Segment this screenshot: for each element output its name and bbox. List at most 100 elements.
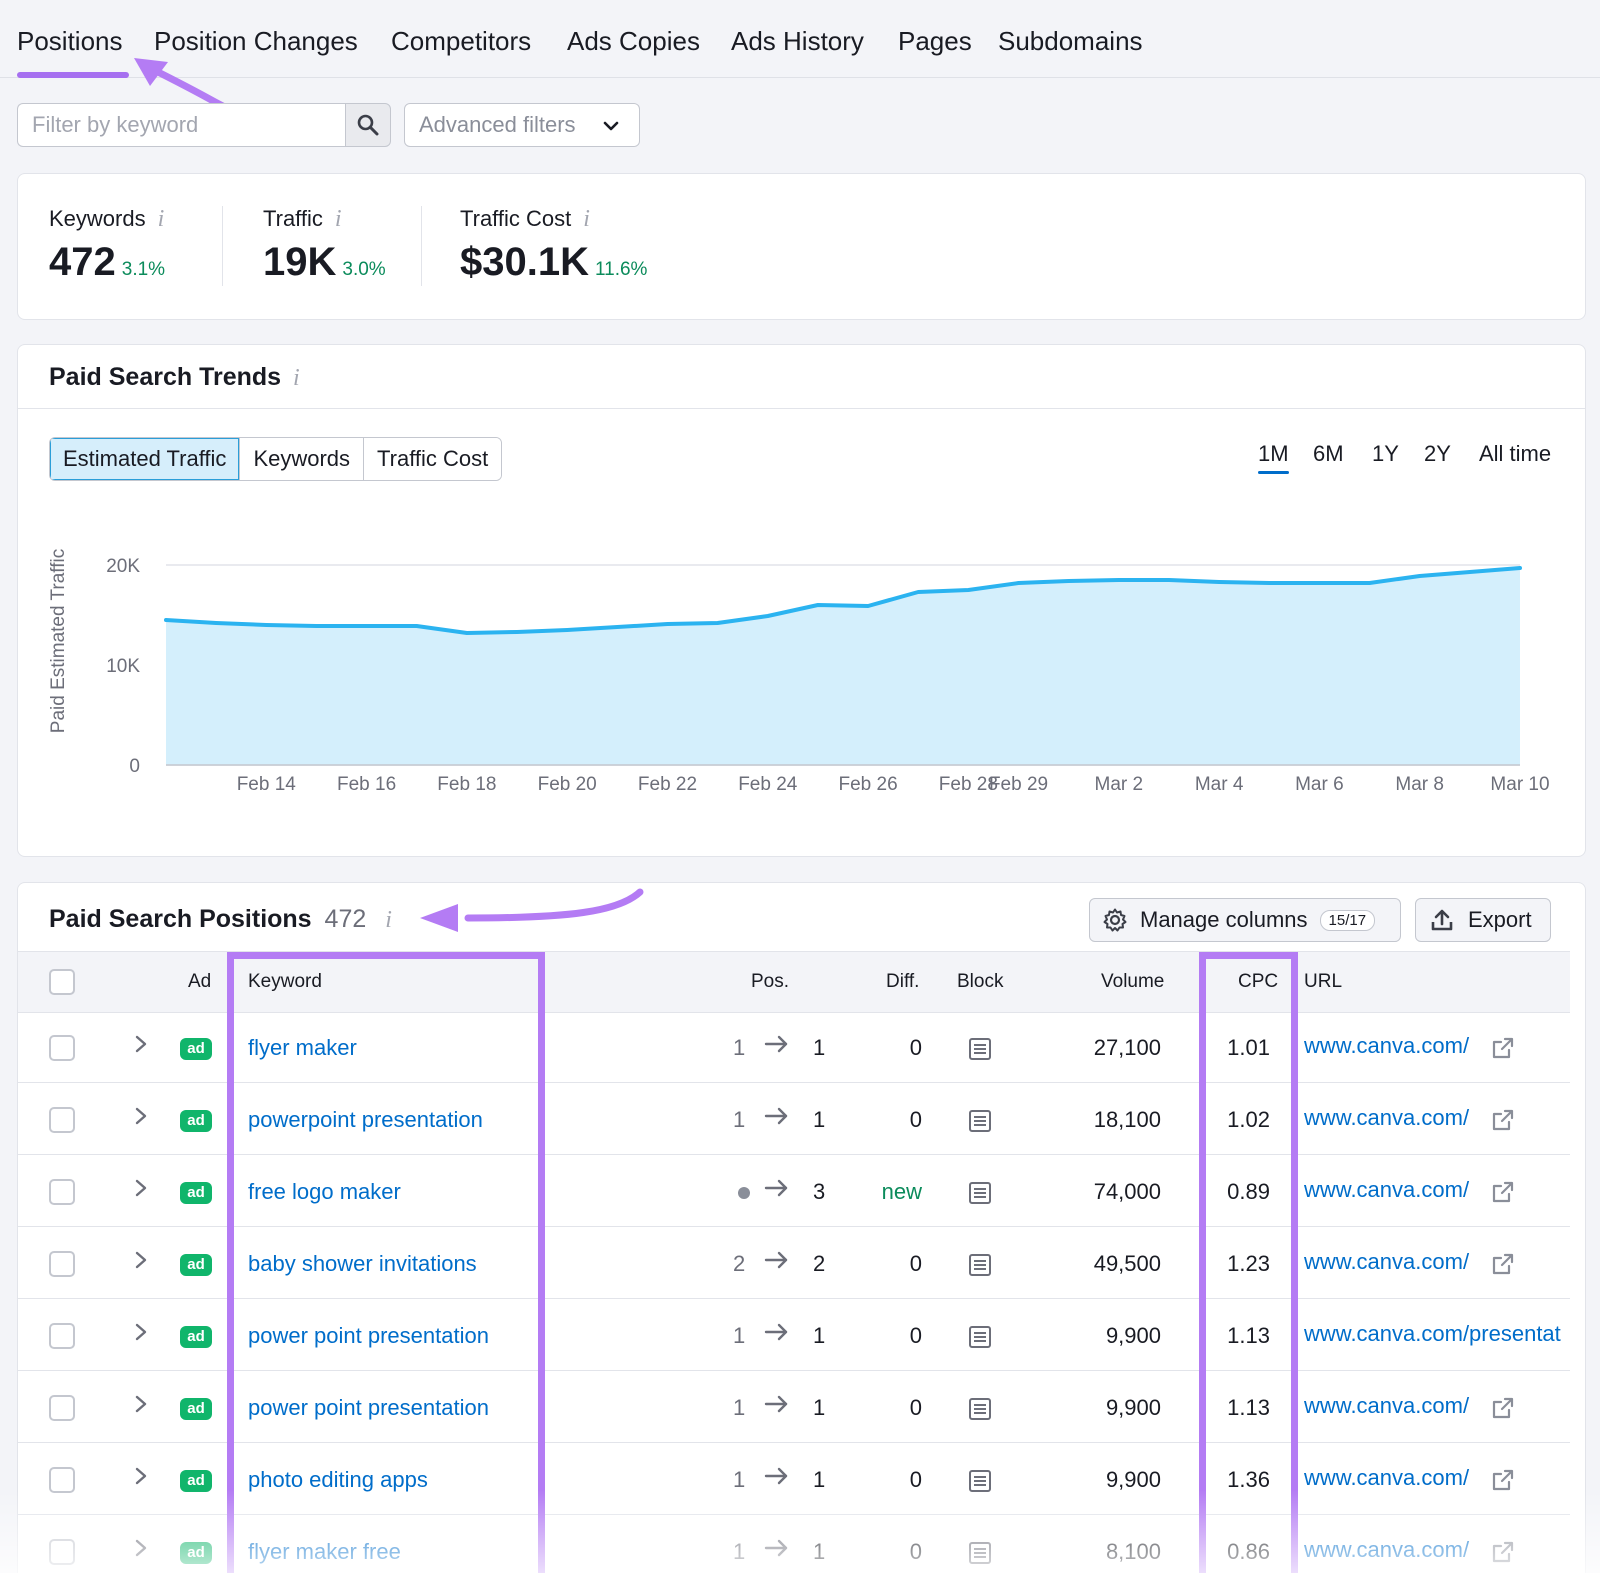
serp-block-icon[interactable] bbox=[968, 1397, 992, 1421]
keyword-link[interactable]: powerpoint presentation bbox=[248, 1107, 483, 1132]
col-cpc[interactable]: CPC bbox=[1238, 971, 1279, 992]
range-1y[interactable]: 1Y bbox=[1372, 441, 1399, 466]
kpi-divider bbox=[222, 206, 223, 286]
external-link-icon[interactable] bbox=[1491, 1468, 1515, 1492]
external-link-icon[interactable] bbox=[1491, 1180, 1515, 1204]
serp-block-icon[interactable] bbox=[968, 1109, 992, 1133]
external-link-icon[interactable] bbox=[1491, 1396, 1515, 1420]
info-icon[interactable]: i bbox=[157, 206, 165, 232]
url-link[interactable]: www.canva.com/ bbox=[1304, 1249, 1470, 1274]
col-diff[interactable]: Diff. bbox=[886, 971, 920, 992]
expand-row-icon[interactable] bbox=[134, 1537, 148, 1563]
trends-divider bbox=[18, 408, 1585, 409]
tab-positions[interactable]: Positions bbox=[17, 26, 123, 56]
serp-block-icon[interactable] bbox=[968, 1181, 992, 1205]
tab-pages[interactable]: Pages bbox=[898, 26, 972, 56]
external-link-icon[interactable] bbox=[1491, 1036, 1515, 1060]
serp-block-icon[interactable] bbox=[968, 1253, 992, 1277]
external-link-icon[interactable] bbox=[1491, 1540, 1515, 1564]
summary-card: Keywords i 472 3.1% Traffic i 19K 3.0% Traff… bbox=[17, 173, 1586, 320]
keyword-link[interactable]: power point presentation bbox=[248, 1323, 489, 1348]
expand-row-icon[interactable] bbox=[134, 1393, 148, 1419]
search-button[interactable] bbox=[345, 103, 391, 147]
serp-block-icon[interactable] bbox=[968, 1325, 992, 1349]
advanced-filters-dropdown[interactable]: Advanced filters bbox=[404, 103, 640, 147]
url-link[interactable]: www.canva.com/ bbox=[1304, 1393, 1470, 1418]
keyword-link[interactable]: power point presentation bbox=[248, 1395, 489, 1420]
range-2y[interactable]: 2Y bbox=[1424, 441, 1451, 466]
info-icon[interactable]: i bbox=[385, 907, 392, 933]
keyword-filter-input[interactable] bbox=[17, 103, 345, 147]
range-1m[interactable]: 1M bbox=[1258, 441, 1289, 466]
x-tick-label: Mar 10 bbox=[1490, 774, 1549, 795]
serp-block-icon[interactable] bbox=[968, 1469, 992, 1493]
upload-icon bbox=[1431, 909, 1453, 931]
arrow-right-icon bbox=[764, 1105, 790, 1133]
expand-row-icon[interactable] bbox=[134, 1105, 148, 1131]
kpi-traffic-value[interactable]: 19K 3.0% bbox=[263, 240, 386, 284]
col-volume[interactable]: Volume bbox=[1101, 971, 1165, 992]
tab-ads-copies[interactable]: Ads Copies bbox=[567, 26, 700, 56]
table-row: ad baby shower invitations 2 2 0 49,500 1.23 ww… bbox=[18, 1229, 1570, 1299]
expand-row-icon[interactable] bbox=[134, 1033, 148, 1059]
metric-estimated-traffic[interactable]: Estimated Traffic bbox=[50, 438, 241, 480]
row-checkbox[interactable] bbox=[49, 1467, 75, 1493]
kpi-keywords-value[interactable]: 472 3.1% bbox=[49, 240, 166, 284]
expand-row-icon[interactable] bbox=[134, 1465, 148, 1491]
keyword-link[interactable]: photo editing apps bbox=[248, 1467, 428, 1492]
url-link[interactable]: www.canva.com/ bbox=[1304, 1465, 1470, 1490]
metric-keywords[interactable]: Keywords bbox=[240, 438, 365, 480]
ad-badge: ad bbox=[180, 1470, 212, 1492]
keyword-link[interactable]: free logo maker bbox=[248, 1179, 401, 1204]
ad-badge: ad bbox=[180, 1254, 212, 1276]
info-icon[interactable]: i bbox=[334, 206, 342, 232]
tab-competitors[interactable]: Competitors bbox=[391, 26, 532, 56]
col-ad[interactable]: Ad bbox=[188, 971, 212, 992]
info-icon[interactable]: i bbox=[583, 206, 590, 232]
expand-row-icon[interactable] bbox=[134, 1249, 148, 1275]
row-checkbox[interactable] bbox=[49, 1251, 75, 1277]
row-checkbox[interactable] bbox=[49, 1395, 75, 1421]
metric-traffic-cost[interactable]: Traffic Cost bbox=[364, 438, 502, 480]
range-all-time[interactable]: All time bbox=[1479, 441, 1552, 466]
x-tick-label: Feb 29 bbox=[989, 774, 1048, 795]
expand-row-icon[interactable] bbox=[134, 1321, 148, 1347]
url-link[interactable]: www.canva.com/ bbox=[1304, 1177, 1470, 1202]
row-checkbox[interactable] bbox=[49, 1179, 75, 1205]
ad-badge: ad bbox=[180, 1038, 212, 1060]
col-pos[interactable]: Pos. bbox=[751, 971, 790, 992]
x-tick-label: Feb 24 bbox=[738, 774, 798, 795]
col-keyword[interactable]: Keyword bbox=[248, 971, 322, 992]
keyword-link[interactable]: baby shower invitations bbox=[248, 1251, 477, 1276]
row-checkbox[interactable] bbox=[49, 1035, 75, 1061]
keyword-link[interactable]: flyer maker bbox=[248, 1035, 357, 1060]
url-link[interactable]: www.canva.com/ bbox=[1304, 1105, 1470, 1130]
kpi-traffic-cost-value[interactable]: $30.1K 11.6% bbox=[460, 240, 648, 284]
col-url[interactable]: URL bbox=[1304, 971, 1343, 992]
external-link-icon[interactable] bbox=[1491, 1252, 1515, 1276]
current-position: 1 bbox=[813, 1467, 826, 1492]
serp-block-icon[interactable] bbox=[968, 1541, 992, 1565]
manage-columns-button[interactable]: Manage columns 15/17 bbox=[1089, 898, 1401, 942]
serp-block-icon[interactable] bbox=[968, 1037, 992, 1061]
cpc-column-highlight bbox=[1199, 952, 1298, 1573]
row-checkbox[interactable] bbox=[49, 1323, 75, 1349]
tab-position-changes[interactable]: Position Changes bbox=[154, 26, 358, 56]
expand-row-icon[interactable] bbox=[134, 1177, 148, 1203]
x-tick-label: Feb 16 bbox=[337, 774, 396, 795]
row-checkbox[interactable] bbox=[49, 1539, 75, 1565]
row-checkbox[interactable] bbox=[49, 1107, 75, 1133]
select-all-checkbox[interactable] bbox=[49, 969, 75, 995]
url-link[interactable]: www.canva.com/ bbox=[1304, 1537, 1470, 1562]
export-button[interactable]: Export bbox=[1415, 898, 1551, 942]
url-link[interactable]: www.canva.com/presentat bbox=[1304, 1321, 1561, 1346]
position-diff: 0 bbox=[909, 1251, 922, 1276]
col-block[interactable]: Block bbox=[957, 971, 1004, 992]
external-link-icon[interactable] bbox=[1491, 1108, 1515, 1132]
x-tick-label: Feb 14 bbox=[237, 774, 297, 795]
info-icon[interactable]: i bbox=[293, 365, 300, 391]
url-link[interactable]: www.canva.com/ bbox=[1304, 1033, 1470, 1058]
tab-subdomains[interactable]: Subdomains bbox=[998, 26, 1143, 56]
tab-ads-history[interactable]: Ads History bbox=[731, 26, 864, 56]
range-6m[interactable]: 6M bbox=[1313, 441, 1344, 466]
